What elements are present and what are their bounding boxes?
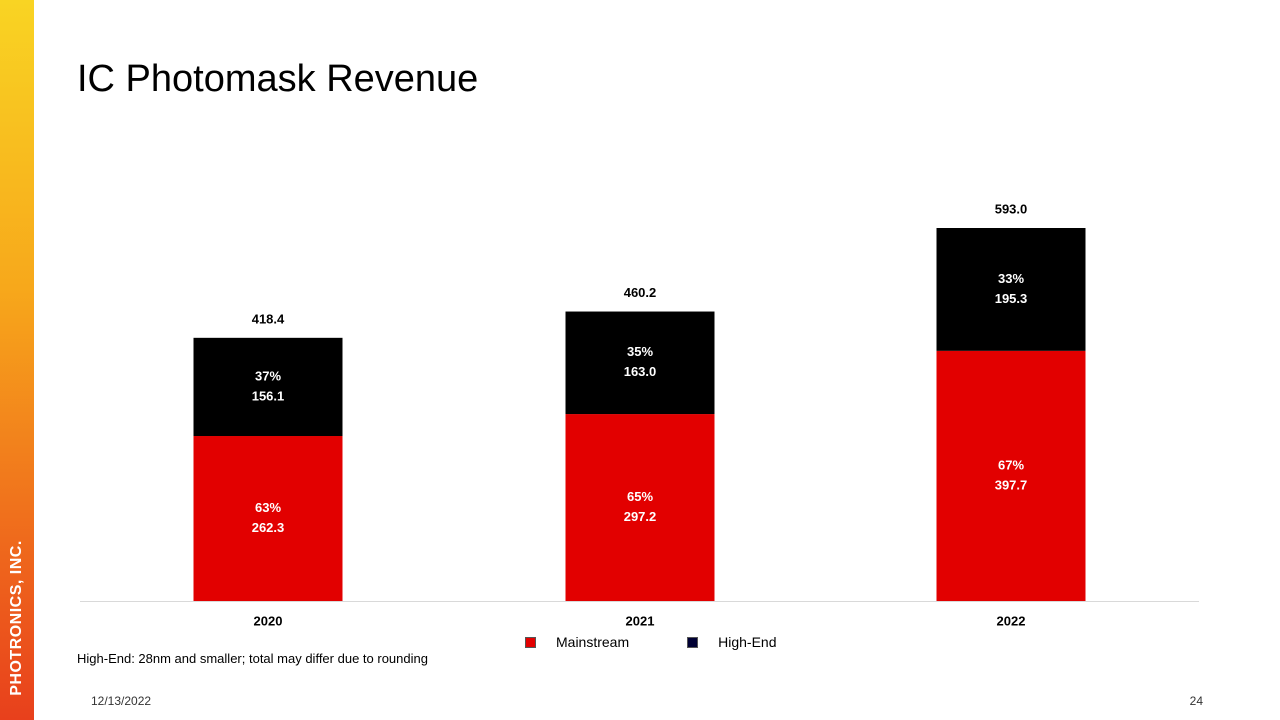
label-total-2022: 593.0 bbox=[995, 201, 1028, 216]
label-mainstream-percent-2022: 67% bbox=[998, 457, 1024, 472]
label-mainstream-percent-2021: 65% bbox=[627, 489, 653, 504]
label-high-end-percent-2020: 37% bbox=[255, 368, 281, 383]
page-number: 24 bbox=[1189, 694, 1203, 708]
bar-high-end-2022 bbox=[936, 228, 1086, 351]
x-tick-label-2021: 2021 bbox=[626, 613, 655, 628]
label-mainstream-value-2021: 297.2 bbox=[624, 509, 657, 524]
legend-item-mainstream: Mainstream bbox=[525, 634, 629, 650]
x-tick-label-2022: 2022 bbox=[997, 613, 1026, 628]
bar-high-end-2020 bbox=[193, 337, 343, 437]
label-high-end-percent-2022: 33% bbox=[998, 271, 1024, 286]
label-mainstream-percent-2020: 63% bbox=[255, 500, 281, 515]
legend-swatch-high-end bbox=[687, 636, 699, 648]
label-total-2021: 460.2 bbox=[624, 285, 657, 300]
label-mainstream-value-2020: 262.3 bbox=[252, 520, 285, 535]
legend-item-high-end: High-End bbox=[687, 634, 777, 650]
bar-high-end-2021 bbox=[565, 311, 715, 415]
label-total-2020: 418.4 bbox=[252, 311, 285, 326]
bar-mainstream-2022 bbox=[936, 350, 1086, 601]
label-high-end-value-2020: 156.1 bbox=[252, 388, 285, 403]
legend-label-mainstream: Mainstream bbox=[556, 634, 630, 650]
page-title: IC Photomask Revenue bbox=[77, 58, 479, 100]
label-high-end-value-2021: 163.0 bbox=[624, 364, 657, 379]
label-high-end-percent-2021: 35% bbox=[627, 344, 653, 359]
slide-date: 12/13/2022 bbox=[91, 694, 152, 708]
label-high-end-value-2022: 195.3 bbox=[995, 291, 1028, 306]
footnote: High-End: 28nm and smaller; total may di… bbox=[77, 651, 428, 666]
brand-side-bar: PHOTRONICS, INC. bbox=[0, 0, 34, 720]
x-tick-label-2020: 2020 bbox=[254, 613, 283, 628]
label-mainstream-value-2022: 397.7 bbox=[995, 477, 1028, 492]
bar-mainstream-2021 bbox=[565, 414, 715, 601]
chart-legend: Mainstream High-End bbox=[525, 634, 835, 650]
bar-mainstream-2020 bbox=[193, 436, 343, 601]
legend-label-high-end: High-End bbox=[718, 634, 777, 650]
legend-swatch-mainstream bbox=[525, 636, 536, 648]
